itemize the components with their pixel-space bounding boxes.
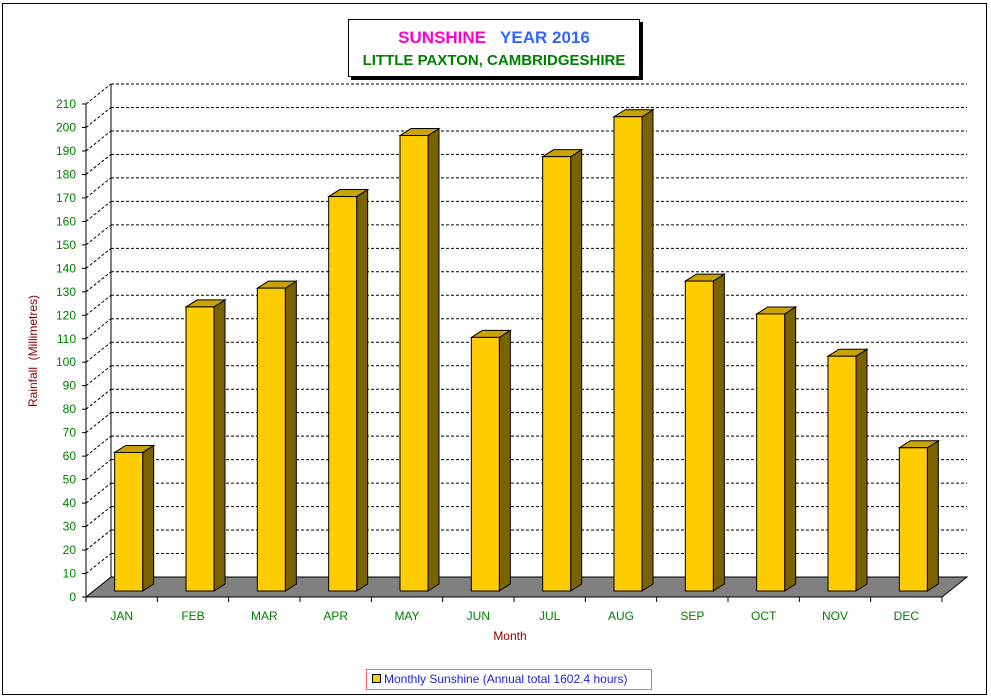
x-tick-label: JUN xyxy=(467,609,490,623)
gridline-diagonal xyxy=(85,412,112,434)
bar xyxy=(470,336,500,592)
gridline-diagonal xyxy=(85,341,112,363)
bar xyxy=(114,451,144,592)
gridline-diagonal xyxy=(85,83,112,105)
bar xyxy=(827,355,857,592)
gridline-diagonal xyxy=(85,318,112,340)
y-tick-label: 110 xyxy=(57,332,76,346)
gridline-diagonal xyxy=(85,482,112,504)
gridline-diagonal xyxy=(85,154,112,175)
bar-side xyxy=(213,298,226,592)
y-tick-label: 100 xyxy=(56,355,76,369)
bar-side xyxy=(712,273,725,592)
bar-side xyxy=(855,348,868,592)
x-tick-label: AUG xyxy=(608,609,634,623)
gridline-diagonal xyxy=(85,271,112,293)
gridline-diagonal xyxy=(85,529,112,551)
y-tick-label: 170 xyxy=(56,191,76,205)
y-tick-label: 190 xyxy=(56,144,76,158)
y-tick-label: 0 xyxy=(69,590,76,604)
gridline-diagonal xyxy=(85,294,112,316)
gridline-diagonal xyxy=(85,247,112,269)
y-tick-label: 120 xyxy=(56,308,76,322)
bar xyxy=(399,135,429,592)
legend-swatch xyxy=(372,674,381,683)
y-tick-label: 20 xyxy=(63,543,77,557)
y-tick-label: 130 xyxy=(56,285,76,299)
y-axis-title: Rainfall (Millimetres) xyxy=(26,295,40,407)
bar-side xyxy=(926,439,939,592)
chart-title: SUNSHINE YEAR 2016 xyxy=(349,28,639,48)
gridline-diagonal xyxy=(85,553,112,574)
bar xyxy=(756,313,786,592)
x-tick-label: OCT xyxy=(751,609,777,623)
y-tick-label: 10 xyxy=(63,567,77,581)
bar-side xyxy=(427,127,440,592)
y-tick-label: 210 xyxy=(56,97,76,111)
y-tick-label: 140 xyxy=(56,261,76,275)
bar xyxy=(328,196,358,592)
y-tick-label: 40 xyxy=(63,496,77,510)
bar xyxy=(684,280,714,592)
gridline-diagonal xyxy=(85,200,112,222)
bar-side xyxy=(641,108,654,592)
x-tick-label: SEP xyxy=(680,609,704,623)
chart-legend: Monthly Sunshine (Annual total 1602.4 ho… xyxy=(366,669,652,690)
gridline-diagonal xyxy=(85,224,112,246)
gridline-diagonal xyxy=(85,506,112,527)
title-part-sunshine: SUNSHINE xyxy=(398,28,487,47)
y-tick-label: 90 xyxy=(63,379,77,393)
bar xyxy=(256,287,286,592)
bar-side xyxy=(570,148,583,592)
chart-title-box: SUNSHINE YEAR 2016 LITTLE PAXTON, CAMBRID… xyxy=(348,19,640,77)
chart-subtitle: LITTLE PAXTON, CAMBRIDGESHIRE xyxy=(362,52,626,69)
gridline-diagonal xyxy=(85,388,112,410)
y-tick-label: 30 xyxy=(63,520,77,534)
bar xyxy=(542,156,572,592)
gridline-diagonal xyxy=(85,107,112,128)
y-tick-label: 160 xyxy=(56,214,76,228)
y-tick-label: 200 xyxy=(56,120,76,134)
x-tick-label: FEB xyxy=(181,609,204,623)
bar xyxy=(185,306,215,592)
x-tick-label: JAN xyxy=(110,609,133,623)
bar-side xyxy=(784,306,797,592)
x-tick-label: DEC xyxy=(894,609,920,623)
y-tick-label: 50 xyxy=(63,473,77,487)
x-tick-label: MAR xyxy=(251,609,278,623)
x-axis-title: Month xyxy=(493,629,526,643)
y-tick-label: 60 xyxy=(63,449,77,463)
y-tick-label: 70 xyxy=(63,426,77,440)
gridline-diagonal xyxy=(85,177,112,199)
gridline-diagonal xyxy=(85,435,112,457)
x-tick-label: JUL xyxy=(539,609,561,623)
y-tick-label: 80 xyxy=(63,402,77,416)
y-tick-label: 150 xyxy=(56,238,76,252)
x-tick-label: MAY xyxy=(394,609,419,623)
bar xyxy=(898,447,928,592)
bar-side xyxy=(356,188,369,592)
title-part-year: YEAR 2016 xyxy=(500,28,590,47)
bar-side xyxy=(142,444,155,592)
x-tick-label: APR xyxy=(323,609,348,623)
x-tick-label: NOV xyxy=(822,609,848,623)
gridline-diagonal xyxy=(85,365,112,387)
y-tick-label: 180 xyxy=(56,167,76,181)
bar-side xyxy=(284,280,297,592)
bar-side xyxy=(498,329,511,592)
gridline-diagonal xyxy=(85,459,112,481)
bar xyxy=(613,116,643,592)
legend-label: Monthly Sunshine (Annual total 1602.4 ho… xyxy=(384,672,628,686)
gridline-diagonal xyxy=(85,130,112,152)
